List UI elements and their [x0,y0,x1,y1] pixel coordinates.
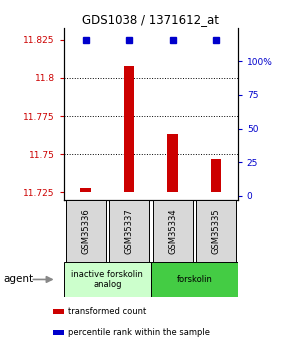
Bar [80,188,91,193]
Bar [211,159,222,193]
Bar [109,200,149,262]
Text: forskolin: forskolin [176,275,212,284]
Bar [64,262,151,297]
Title: GDS1038 / 1371612_at: GDS1038 / 1371612_at [82,13,219,27]
Text: GSM35334: GSM35334 [168,208,177,254]
Text: GSM35337: GSM35337 [124,208,134,254]
Bar [66,200,106,262]
Bar [53,309,64,314]
Text: GSM35336: GSM35336 [81,208,90,254]
Text: agent: agent [3,275,33,284]
Bar [124,66,135,193]
Bar [167,135,178,193]
Text: inactive forskolin
analog: inactive forskolin analog [71,270,143,289]
Text: percentile rank within the sample: percentile rank within the sample [68,328,210,337]
Bar [53,330,64,335]
Bar [153,200,193,262]
Text: GSM35335: GSM35335 [211,208,221,254]
Bar [151,262,238,297]
Text: transformed count: transformed count [68,307,146,316]
Bar [196,200,236,262]
